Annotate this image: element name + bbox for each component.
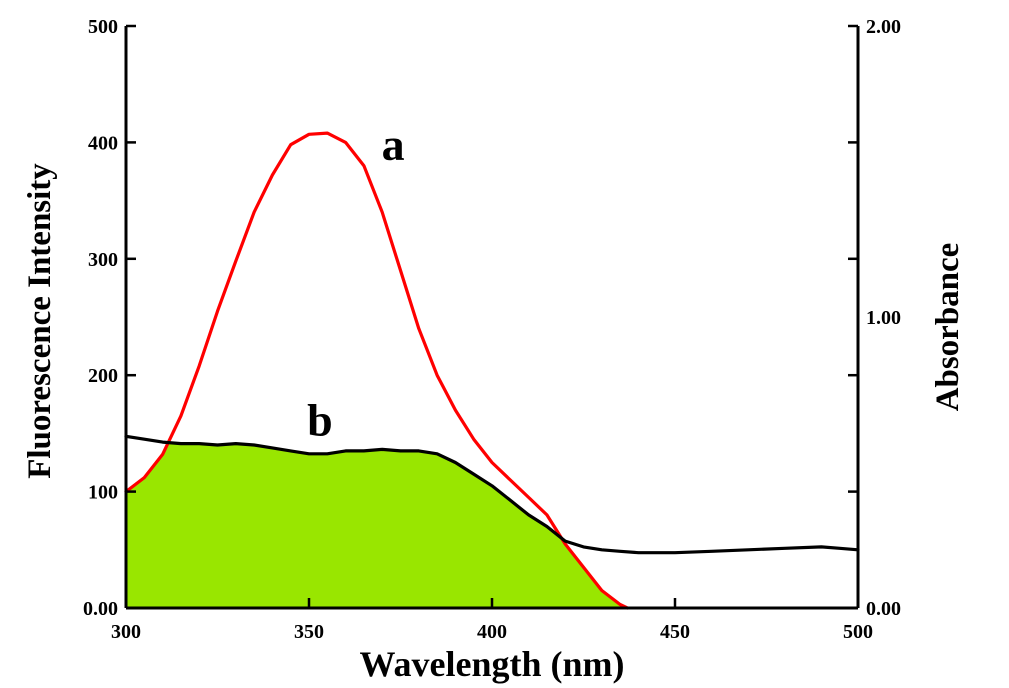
annotations-layer: ab bbox=[307, 119, 404, 446]
tick-labels-layer: 300 350 400 450 5000.001002003004005000.001.… bbox=[83, 16, 901, 643]
series-lines-layer bbox=[124, 131, 860, 610]
left-y-tick-label: 0.00 bbox=[83, 598, 118, 620]
x-tick-label: 350 bbox=[294, 621, 324, 643]
x-tick-label: 300 bbox=[111, 621, 141, 643]
left-y-axis-title: Fluorescence Intensity bbox=[22, 163, 58, 479]
overlap-fill-area bbox=[126, 442, 628, 608]
x-tick-label: 400 bbox=[477, 621, 507, 643]
series-a-line bbox=[124, 131, 629, 610]
curve-label-a: a bbox=[382, 119, 405, 170]
left-y-tick-label: 200 bbox=[88, 365, 118, 387]
right-y-tick-label: 1.00 bbox=[866, 307, 901, 329]
left-y-tick-label: 500 bbox=[88, 16, 118, 38]
overlap-fill-area-layer bbox=[126, 442, 628, 608]
left-y-tick-label: 100 bbox=[88, 482, 118, 504]
curve-label-b: b bbox=[307, 395, 333, 446]
x-tick-label: 500 bbox=[843, 621, 873, 643]
x-axis-title: Wavelength (nm) bbox=[360, 644, 625, 684]
left-y-tick-label: 300 bbox=[88, 249, 118, 271]
right-y-tick-label: 0.00 bbox=[866, 598, 901, 620]
left-y-tick-label: 400 bbox=[88, 132, 118, 154]
axes-layer bbox=[124, 24, 860, 610]
right-y-tick-label: 2.00 bbox=[866, 16, 901, 38]
right-y-axis-title: Absorbance bbox=[930, 243, 966, 412]
series-b-line bbox=[124, 434, 860, 555]
x-tick-label: 450 bbox=[660, 621, 690, 643]
